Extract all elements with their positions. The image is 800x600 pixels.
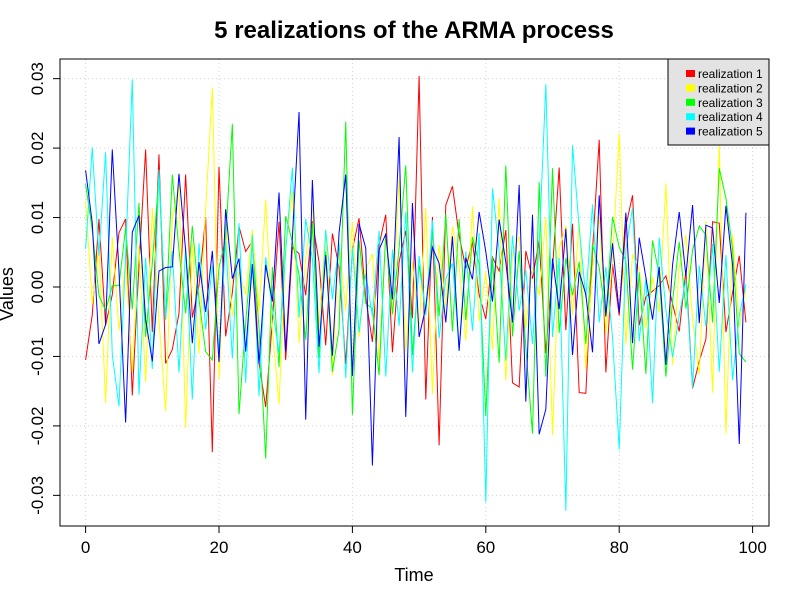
y-tick-label: 0.03 xyxy=(28,62,47,95)
y-axis-label: Values xyxy=(0,267,17,321)
x-axis-label: Time xyxy=(394,565,433,585)
x-axis: 0 20 40 60 80 100 xyxy=(81,525,767,557)
legend-label: realization 3 xyxy=(698,96,763,110)
chart-title: 5 realizations of the ARMA process xyxy=(214,17,614,44)
legend-swatch xyxy=(686,113,695,121)
y-tick-label: -0.02 xyxy=(28,407,47,446)
legend-box xyxy=(667,58,770,146)
legend-label: realization 5 xyxy=(698,125,763,139)
x-tick-label: 60 xyxy=(476,538,495,557)
y-tick-label: -0.01 xyxy=(28,337,47,376)
y-tick-label: 0.02 xyxy=(28,132,47,165)
legend-swatch xyxy=(686,127,695,135)
legend-label: realization 2 xyxy=(698,81,763,95)
x-tick-label: 40 xyxy=(343,538,362,557)
series-line-realization-5 xyxy=(85,111,747,466)
x-tick-label: 100 xyxy=(738,538,766,557)
series-line-realization-4 xyxy=(85,79,747,511)
y-tick-label: -0.03 xyxy=(28,476,47,515)
x-tick-label: 20 xyxy=(210,538,229,557)
legend-swatch xyxy=(686,70,695,77)
legend-swatch xyxy=(686,84,695,92)
y-tick-label: 0.01 xyxy=(28,201,47,234)
y-axis: -0.03 -0.02 -0.01 0.00 0.01 0.02 0.03 xyxy=(28,62,61,515)
legend-label: realization 4 xyxy=(698,110,763,124)
legend-swatch xyxy=(686,98,695,106)
y-tick-label: 0.00 xyxy=(28,270,47,303)
series-lines xyxy=(85,75,747,511)
x-tick-label: 0 xyxy=(81,538,90,557)
legend-label: realization 1 xyxy=(698,67,763,81)
x-tick-label: 80 xyxy=(610,538,629,557)
